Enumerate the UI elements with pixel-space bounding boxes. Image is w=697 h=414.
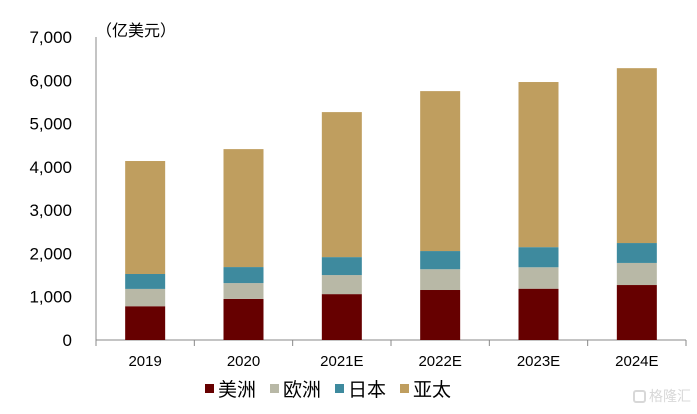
watermark-text: 格隆汇	[649, 389, 691, 405]
bar-segment	[223, 283, 264, 299]
legend-label: 美洲	[218, 379, 257, 401]
bar-stack	[223, 149, 264, 340]
bar-segment	[420, 290, 461, 340]
bar-segment	[616, 285, 657, 340]
bar-segment	[518, 247, 559, 268]
y-tick-label: 4,000	[29, 158, 72, 177]
bar-segment	[125, 306, 166, 340]
bar-segment	[420, 251, 461, 270]
bar-segment	[321, 275, 362, 295]
legend-item: 亚太	[400, 375, 451, 402]
bar-stack	[518, 82, 559, 340]
x-tick-label: 2022E	[418, 353, 461, 370]
legend-label: 亚太	[413, 379, 452, 401]
legend-swatch	[205, 384, 214, 393]
legend-label: 日本	[348, 379, 387, 401]
legend-item: 日本	[335, 375, 386, 402]
bar-segment	[518, 288, 559, 340]
bar-segment	[223, 298, 264, 340]
legend-label: 欧洲	[283, 379, 322, 401]
bar-segment	[223, 267, 264, 284]
y-tick-label: 2,000	[29, 244, 72, 263]
bar-segment	[321, 112, 362, 258]
legend: 美洲 欧洲 日本 亚太	[205, 375, 465, 402]
y-axis-ticks: 0 1,000 2,000 3,000 4,000 5,000 6,000 7,000	[29, 28, 72, 350]
stacked-bar-chart: 0 1,000 2,000 3,000 4,000 5,000 6,000 7,000 201…	[29, 21, 687, 370]
x-tick-label: 2024E	[615, 353, 658, 370]
legend-swatch	[400, 384, 410, 393]
x-axis-ticks	[95, 340, 687, 346]
y-tick-label: 0	[63, 331, 72, 350]
bars	[125, 68, 657, 340]
bar-segment	[321, 257, 362, 276]
legend-item: 美洲	[205, 375, 256, 402]
bar-stack	[420, 91, 461, 340]
y-tick-label: 7,000	[29, 28, 72, 47]
bar-segment	[125, 273, 166, 289]
unit-label: （亿美元）	[96, 21, 176, 40]
bar-segment	[616, 243, 657, 263]
watermark-logo-icon	[633, 389, 646, 403]
x-tick-label: 2023E	[517, 353, 560, 370]
bar-segment	[518, 82, 559, 248]
bar-stack	[321, 112, 362, 340]
bar-segment	[420, 91, 461, 252]
x-tick-label: 2020	[227, 353, 260, 370]
bar-segment	[125, 161, 166, 274]
bar-segment	[125, 288, 166, 307]
watermark: 格隆汇	[633, 386, 691, 406]
x-tick-label: 2019	[128, 353, 161, 370]
bar-segment	[321, 294, 362, 340]
bar-segment	[223, 149, 264, 268]
y-tick-label: 6,000	[29, 71, 72, 90]
x-tick-label: 2021E	[320, 353, 363, 370]
bar-stack	[616, 68, 657, 340]
bar-segment	[616, 262, 657, 286]
bar-segment	[420, 269, 461, 291]
legend-swatch	[270, 384, 280, 393]
legend-item: 欧洲	[270, 375, 321, 402]
bar-stack	[125, 161, 166, 340]
y-tick-label: 5,000	[29, 115, 72, 134]
bar-segment	[616, 68, 657, 244]
legend-swatch	[335, 384, 345, 393]
y-tick-label: 1,000	[29, 288, 72, 307]
y-tick-label: 3,000	[29, 201, 72, 220]
bar-segment	[518, 267, 559, 289]
x-axis-labels: 2019 2020 2021E 2022E 2023E 2024E	[128, 353, 658, 370]
